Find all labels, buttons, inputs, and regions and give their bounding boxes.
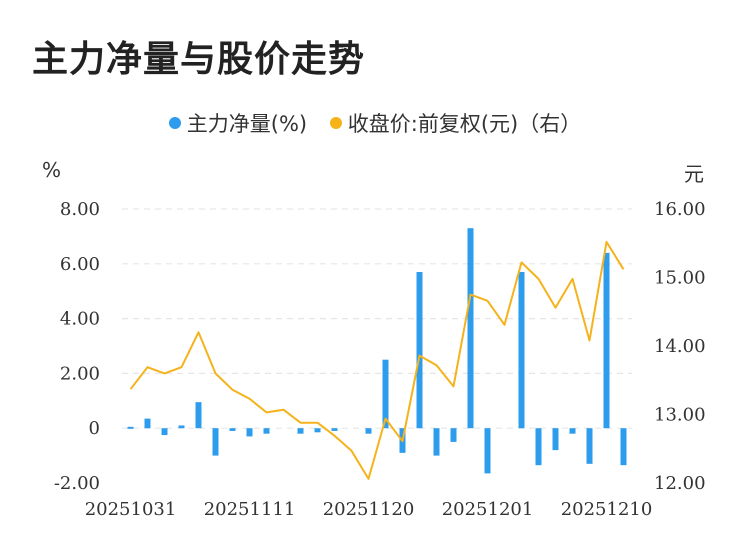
- left-tick-label: 6.00: [60, 254, 100, 275]
- bar-mark: [297, 428, 304, 434]
- x-tick-label: 20251201: [442, 499, 534, 520]
- bar-mark: [518, 272, 525, 429]
- bar-mark: [484, 428, 491, 474]
- chart-title: 主力净量与股价走势: [32, 39, 366, 80]
- bar-mark: [416, 272, 423, 429]
- bar-mark: [195, 402, 202, 429]
- price-line: [129, 240, 625, 480]
- bar-mark: [569, 428, 576, 434]
- x-tick-label: 20251031: [85, 499, 177, 520]
- x-tick-label: 20251210: [561, 499, 653, 520]
- bar-mark: [229, 428, 236, 431]
- x-tick-label: 20251111: [204, 499, 296, 520]
- bar-mark: [433, 428, 440, 456]
- bar-mark: [212, 428, 219, 456]
- bar-mark: [586, 428, 593, 464]
- right-tick-label: 13.00: [654, 405, 706, 426]
- left-tick-label: 4.00: [60, 309, 100, 330]
- right-tick-label: 12.00: [654, 473, 706, 494]
- bar-mark: [535, 428, 542, 466]
- right-tick-label: 14.00: [654, 336, 706, 357]
- legend-item-line[interactable]: 收盘价:前复权(元)（右）: [329, 108, 582, 138]
- bar-mark: [246, 428, 253, 437]
- bar-series-marker-icon: [168, 117, 181, 129]
- left-tick-label: 2.00: [60, 363, 100, 384]
- bar-mark: [127, 426, 134, 429]
- bar-mark: [331, 428, 338, 431]
- bar-mark: [552, 428, 559, 451]
- bar-mark: [382, 359, 389, 429]
- legend-bar-label: 主力净量(%): [186, 112, 308, 136]
- left-tick-label: 8.00: [60, 199, 100, 220]
- bar-mark: [467, 228, 474, 429]
- bar-mark: [450, 428, 457, 442]
- bar-mark: [620, 428, 627, 466]
- bar-mark: [603, 252, 610, 429]
- left-tick-label: 0: [89, 418, 100, 439]
- x-tick-label: 20251120: [323, 499, 415, 520]
- bar-mark: [365, 428, 372, 434]
- left-tick-label: -2.00: [54, 473, 100, 494]
- legend-line-label: 收盘价:前复权(元)（右）: [347, 112, 582, 136]
- chart-legend: 主力净量(%) 收盘价:前复权(元)（右）: [0, 108, 750, 138]
- bar-mark: [314, 428, 321, 433]
- right-tick-label: 16.00: [654, 199, 706, 220]
- bar-mark: [178, 425, 185, 429]
- left-axis-unit: %: [42, 158, 62, 182]
- bar-mark: [144, 418, 151, 429]
- right-axis-unit: 元: [684, 162, 704, 186]
- bar-mark: [161, 428, 168, 436]
- bar-mark: [263, 428, 270, 434]
- legend-item-bar[interactable]: 主力净量(%): [168, 108, 308, 138]
- right-tick-label: 15.00: [654, 268, 706, 289]
- line-series-marker-icon: [329, 117, 342, 129]
